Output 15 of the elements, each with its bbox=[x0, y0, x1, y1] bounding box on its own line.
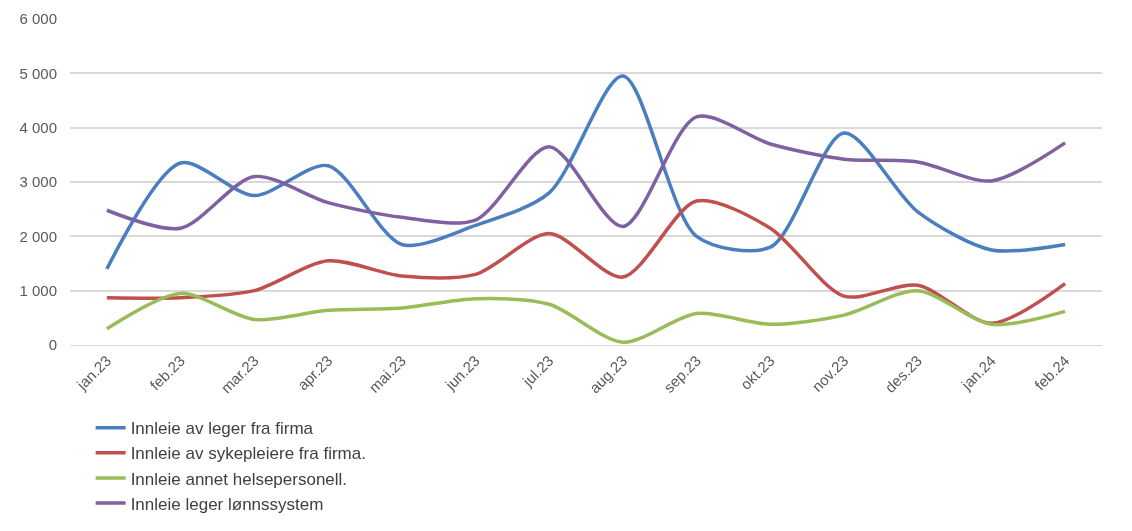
legend-label: Innleie av sykepleiere fra firma. bbox=[130, 444, 366, 464]
line-series bbox=[105, 74, 1067, 271]
y-tick-label: 2 000 bbox=[19, 227, 57, 245]
y-tick-label: 0 bbox=[48, 336, 57, 354]
line-series bbox=[105, 288, 1067, 345]
y-tick-label: 3 000 bbox=[19, 173, 57, 191]
y-tick-label: 4 000 bbox=[19, 118, 57, 136]
y-tick-label: 5 000 bbox=[19, 64, 57, 82]
legend-label: Innleie leger lønnssystem bbox=[130, 494, 324, 514]
legend-label: Innleie av leger fra firma bbox=[130, 419, 314, 439]
line-series bbox=[105, 114, 1067, 231]
y-tick-label: 1 000 bbox=[19, 281, 57, 299]
legend-label: Innleie annet helsepersonell. bbox=[130, 469, 348, 489]
y-tick-label: 6 000 bbox=[19, 10, 57, 28]
line-series bbox=[105, 198, 1067, 326]
